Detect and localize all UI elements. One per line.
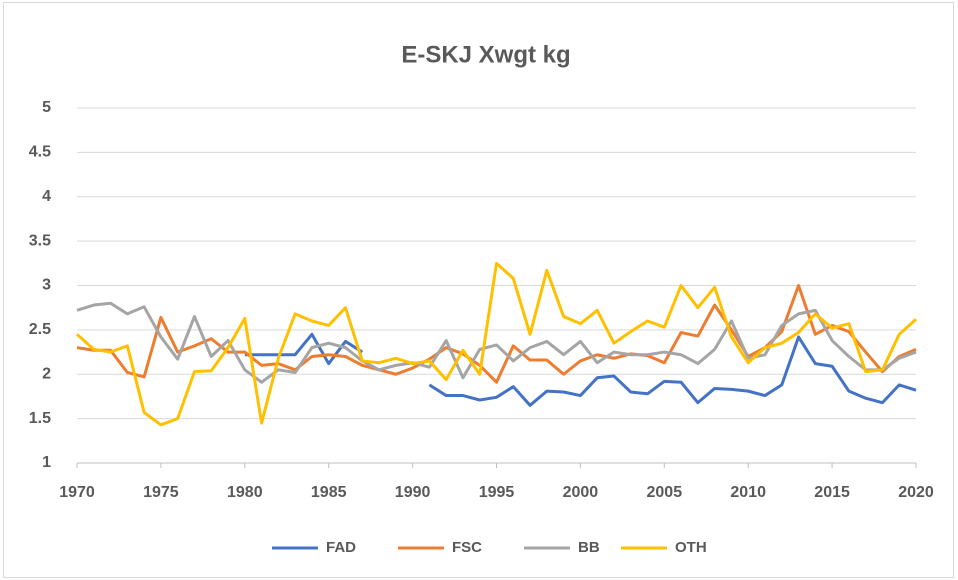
- y-tick-label: 3: [42, 277, 51, 294]
- x-tick-label: 2005: [647, 484, 683, 501]
- x-tick-label: 2000: [563, 484, 599, 501]
- series-line: [75, 261, 918, 427]
- y-tick-label: 4.5: [29, 144, 51, 161]
- y-tick-label: 1.5: [29, 410, 51, 427]
- y-tick-label: 2: [42, 365, 51, 382]
- series-line: [76, 301, 917, 384]
- x-tick-label: 1995: [479, 484, 515, 501]
- legend-label: FSC: [452, 539, 482, 556]
- x-tick-label: 1980: [227, 484, 263, 501]
- x-tick-label: 1985: [311, 484, 347, 501]
- x-tick-label: 2015: [814, 484, 850, 501]
- legend-label: FAD: [326, 539, 356, 556]
- y-tick-label: 3.5: [29, 232, 51, 249]
- legend-label: BB: [578, 539, 600, 556]
- y-tick-label: 1: [42, 454, 51, 471]
- series-line: [428, 335, 917, 407]
- y-tick-label: 4: [42, 188, 51, 205]
- chart-title: E-SKJ Xwgt kg: [401, 41, 570, 68]
- x-tick-label: 2020: [898, 484, 934, 501]
- series-line: [244, 332, 364, 366]
- x-tick-label: 1975: [143, 484, 179, 501]
- x-tick-label: 1970: [59, 484, 95, 501]
- y-tick-label: 2.5: [29, 321, 51, 338]
- x-tick-label: 1990: [395, 484, 431, 501]
- legend-label: OTH: [675, 539, 707, 556]
- chart-frame: [3, 2, 954, 578]
- x-tick-label: 2010: [730, 484, 766, 501]
- y-tick-label: 5: [42, 99, 51, 116]
